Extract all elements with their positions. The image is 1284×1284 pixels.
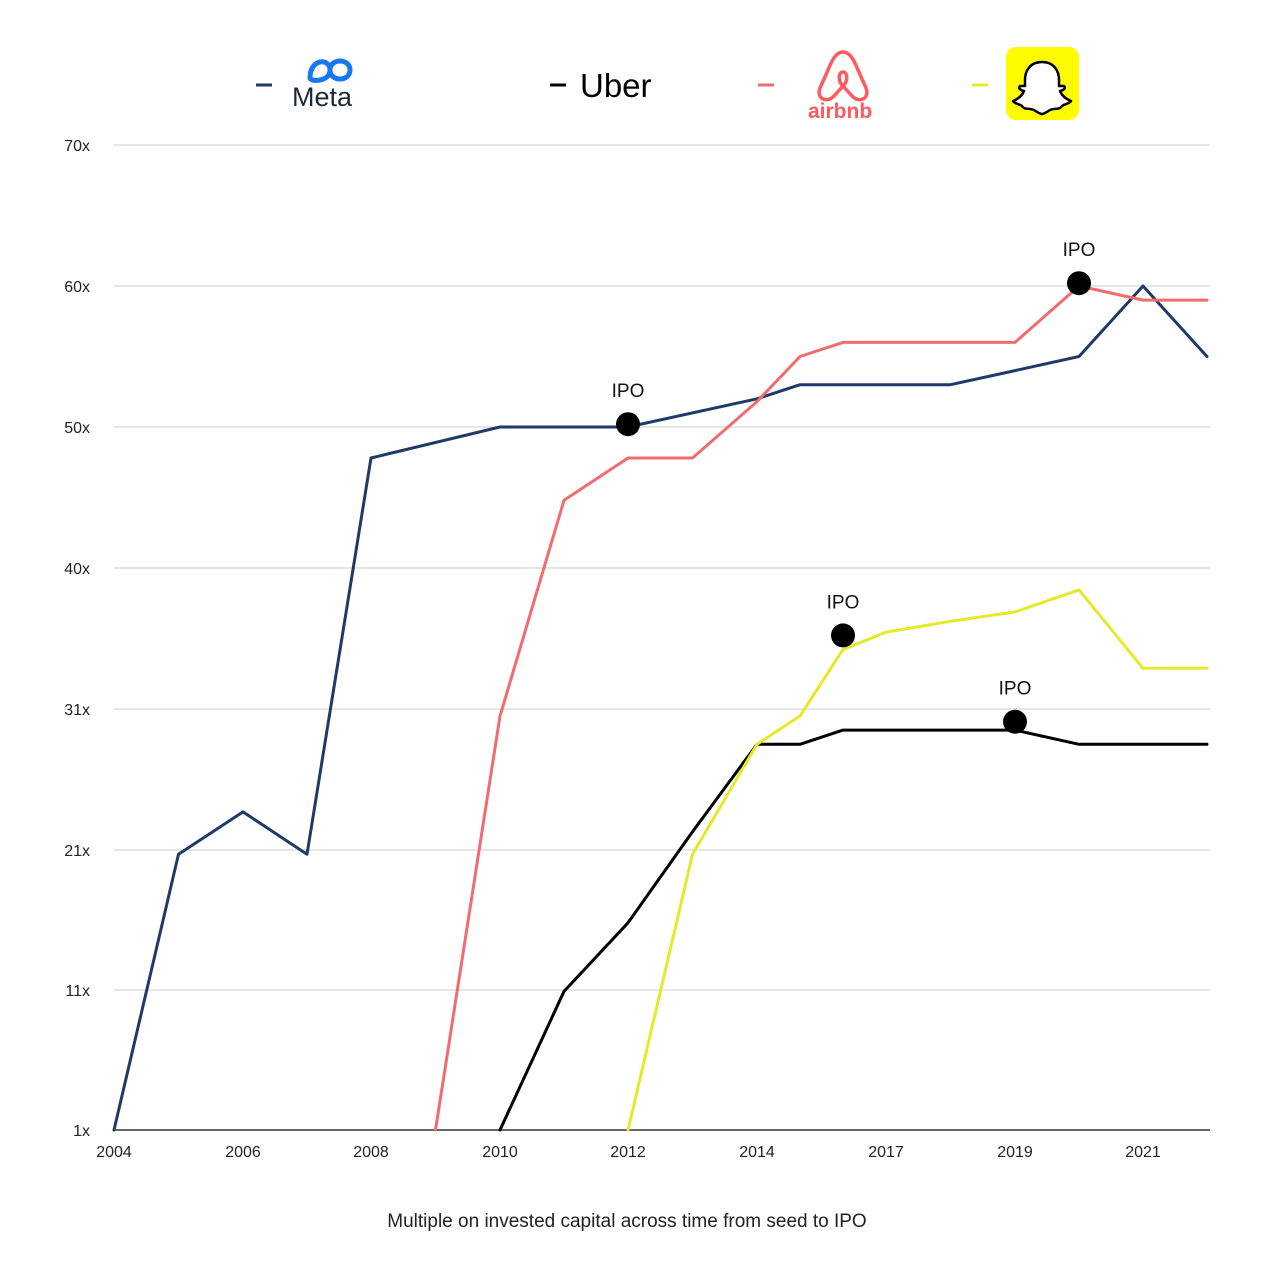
series-line-meta	[112, 284, 1209, 1132]
y-tick-label: 50x	[64, 420, 90, 437]
x-tick-label: 2010	[482, 1144, 518, 1161]
chart-caption: Multiple on invested capital across time…	[387, 1211, 866, 1232]
x-tick-label: 2019	[997, 1144, 1033, 1161]
legend-label-uber: Uber	[580, 67, 652, 104]
grid	[114, 144, 1210, 1131]
legend-label-meta: Meta	[292, 82, 353, 112]
y-tick-label: 70x	[64, 138, 90, 155]
series-layer	[112, 284, 1209, 1132]
snapchat-ghost-icon	[1006, 47, 1079, 120]
ipo-marker-snap	[831, 623, 855, 648]
y-tick-label: 31x	[64, 702, 90, 719]
x-tick-label: 2014	[739, 1144, 775, 1161]
y-tick-label: 21x	[64, 843, 90, 860]
series-line-airbnb	[434, 284, 1209, 1132]
ipo-label-snap: IPO	[827, 592, 860, 613]
legend: Meta Uber airbnb	[256, 47, 1079, 123]
x-tick-label: 2004	[96, 1144, 132, 1161]
x-tick-label: 2008	[353, 1144, 389, 1161]
x-tick-label: 2006	[225, 1144, 261, 1161]
meta-logo-icon	[307, 58, 353, 83]
axis-labels: 1x 11x 21x 31x 40x 50x 60x 70x 2004 2006 2008 2010 2…	[64, 138, 1161, 1161]
x-tick-label: 2017	[868, 1144, 904, 1161]
series-line-uber	[498, 728, 1209, 1132]
x-tick-label: 2012	[610, 1144, 646, 1161]
ipo-marker-meta	[616, 412, 640, 437]
ipo-markers: IPO IPO IPO IPO	[612, 240, 1096, 734]
y-tick-label: 60x	[64, 279, 90, 296]
ipo-marker-airbnb	[1067, 271, 1091, 296]
ipo-label-airbnb: IPO	[1063, 240, 1096, 261]
series-line-snap	[626, 588, 1209, 1132]
airbnb-logo-icon	[817, 50, 869, 102]
x-tick-label: 2021	[1125, 1144, 1161, 1161]
ipo-label-uber: IPO	[999, 679, 1032, 700]
y-tick-label: 1x	[73, 1123, 90, 1140]
legend-label-airbnb: airbnb	[808, 100, 872, 123]
y-tick-label: 40x	[64, 561, 90, 578]
y-tick-label: 11x	[65, 983, 90, 1000]
ipo-marker-uber	[1003, 709, 1027, 734]
ipo-label-meta: IPO	[612, 381, 645, 402]
